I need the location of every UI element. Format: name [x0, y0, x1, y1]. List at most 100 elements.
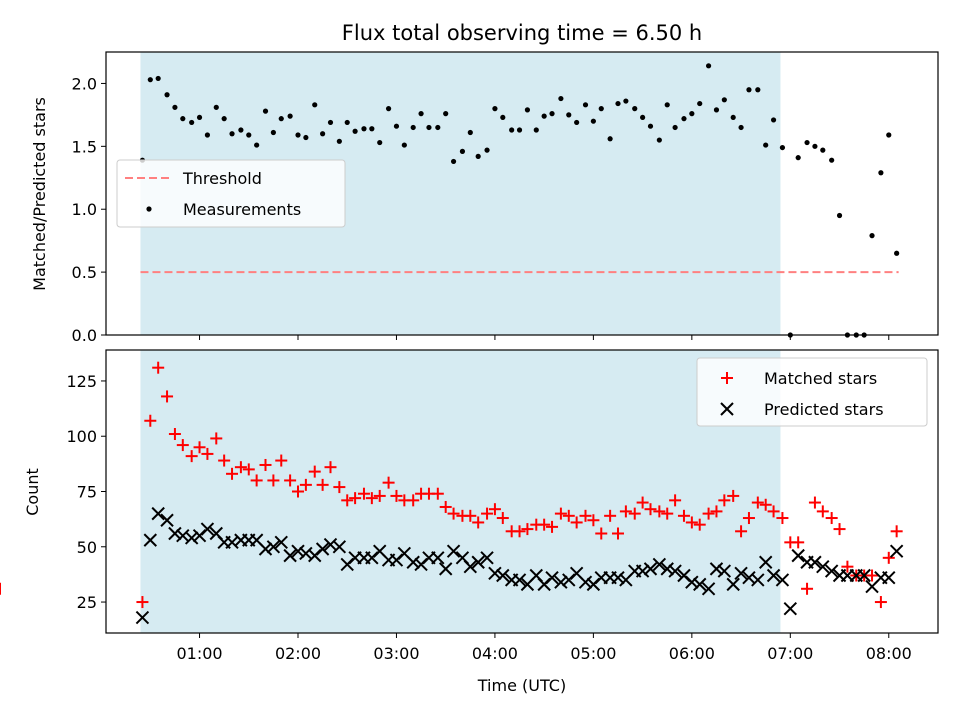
measurement-point	[812, 143, 818, 149]
matched-star-point	[242, 463, 255, 476]
matched-star-point	[390, 489, 403, 502]
measurement-point	[410, 124, 416, 131]
x-tick-label: 04:00	[472, 644, 518, 663]
predicted-star-point	[315, 542, 330, 556]
top-y-ticks: 0.0 0.5 1.0 1.5 2.0	[72, 74, 106, 345]
predicted-star-point	[643, 562, 658, 576]
x-tick-label: 07:00	[767, 644, 813, 663]
measurement-point	[721, 97, 727, 103]
matched-star-point	[767, 505, 780, 518]
predicted-star-point	[783, 601, 798, 616]
measurement-point	[607, 136, 613, 142]
top-legend-box	[116, 159, 346, 228]
top-panel: 0.0 0.5 1.0 1.5 2.0 Flux total observing tim…	[30, 21, 939, 345]
measurement-point	[246, 132, 252, 138]
matched-star-point	[554, 507, 567, 520]
measurement-point	[278, 116, 284, 122]
predicted-star-point	[554, 575, 568, 589]
measurement-point	[795, 155, 801, 161]
legend-matched-swatch	[721, 372, 733, 384]
legend-predicted-label: Predicted stars	[764, 400, 884, 419]
bottom-panel: 25 50 75 100 125 01:00 02:00 03:00 04:00 05:00 06…	[0, 349, 939, 695]
measurement-point	[377, 139, 383, 146]
bottom-x-ticks: 01:00 02:00 03:00 04:00 05:00 06:00 07:00 08:00	[176, 633, 912, 663]
bottom-observing-window-shade	[140, 350, 781, 633]
measurement-point	[369, 126, 375, 132]
matched-star-point	[292, 485, 304, 498]
matched-star-point	[825, 512, 838, 525]
matched-star-point	[619, 505, 632, 518]
matched-star-point	[316, 478, 329, 491]
matched-star-point	[226, 467, 239, 480]
measurement-point	[213, 104, 219, 110]
predicted-star-point	[889, 544, 904, 558]
predicted-star-point	[496, 568, 510, 583]
legend-measurements-label: Measurements	[183, 200, 301, 219]
measurement-point	[287, 113, 293, 119]
measurement-point	[689, 111, 695, 117]
predicted-star-point	[717, 564, 732, 578]
matched-star-point	[669, 494, 682, 507]
matched-star-point	[259, 458, 272, 471]
predicted-star-point	[488, 566, 502, 581]
measurement-point	[361, 126, 367, 132]
measurement-point	[204, 132, 211, 138]
matched-star-point	[866, 569, 879, 582]
top-legend: Threshold Measurements	[116, 159, 346, 228]
matched-star-point	[677, 509, 690, 522]
top-y-tick-label: 1.0	[72, 200, 97, 219]
measurement-point	[147, 77, 153, 83]
matched-star-point	[472, 516, 485, 529]
predicted-star-point	[446, 544, 461, 558]
measurement-point	[327, 119, 334, 126]
predicted-star-point	[882, 571, 896, 585]
bottom-y-tick-label: 25	[77, 593, 97, 612]
matched-star-point	[570, 516, 583, 529]
predicted-star-point	[824, 564, 839, 578]
matched-star-point	[579, 509, 592, 522]
measurement-point	[664, 102, 670, 108]
measurement-point	[475, 153, 481, 159]
measurement-point	[738, 124, 744, 131]
predicted-star-point	[791, 548, 805, 563]
measurement-point	[484, 147, 490, 153]
measurement-point	[730, 114, 736, 121]
matched-star-point	[538, 518, 551, 531]
bottom-y-tick-label: 125	[66, 372, 97, 391]
predicted-star-point	[816, 559, 830, 574]
matched-star-point	[776, 512, 789, 525]
legend-threshold-label: Threshold	[182, 169, 262, 188]
measurement-point	[820, 147, 826, 153]
measurement-point	[558, 95, 564, 102]
top-y-tick-label: 1.5	[72, 137, 97, 156]
measurement-point	[533, 127, 539, 133]
predicted-stars-points	[135, 506, 904, 625]
matched-stars-points	[0, 361, 903, 609]
predicted-star-point	[751, 573, 765, 587]
measurement-point	[697, 100, 703, 107]
matched-star-point	[439, 500, 452, 513]
measurement-point	[770, 117, 777, 123]
predicted-star-point	[668, 564, 682, 578]
measurement-point	[779, 144, 786, 151]
predicted-star-point	[758, 555, 773, 569]
matched-star-point	[710, 505, 723, 518]
matched-star-point	[234, 461, 247, 474]
top-x-ticks	[199, 335, 890, 340]
matched-star-point	[702, 507, 715, 520]
matched-star-point	[481, 507, 494, 520]
measurement-point	[196, 114, 203, 121]
measurement-point	[878, 170, 884, 176]
predicted-star-point	[693, 577, 707, 592]
measurement-point	[344, 119, 350, 126]
predicted-star-point	[463, 559, 478, 574]
measurement-point	[189, 119, 195, 126]
matched-star-point	[751, 496, 764, 509]
measurement-point	[492, 106, 498, 112]
predicted-star-point	[545, 571, 559, 585]
matched-star-point	[718, 494, 731, 507]
matched-star-point	[464, 509, 477, 522]
top-y-tick-label: 2.0	[72, 74, 97, 93]
measurement-point	[418, 111, 424, 117]
measurement-point	[763, 142, 769, 148]
